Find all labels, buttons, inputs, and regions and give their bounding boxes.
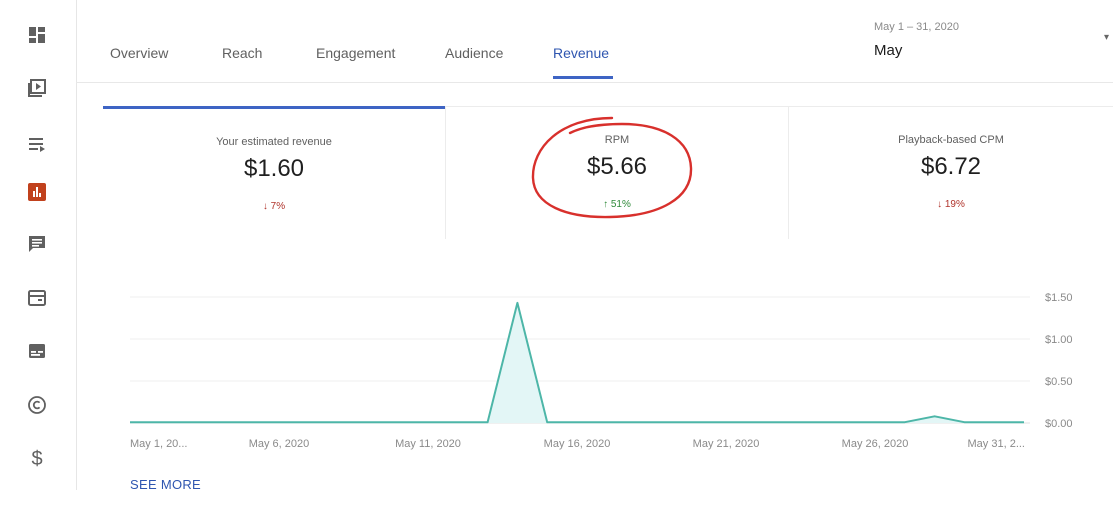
y-tick-label: $0.50 [1045, 376, 1073, 388]
card-divider [445, 107, 446, 239]
dashboard-icon[interactable] [24, 22, 50, 48]
y-tick-label: $1.50 [1045, 292, 1073, 304]
playlists-icon[interactable] [24, 131, 50, 157]
svg-text:$: $ [31, 448, 42, 470]
card-divider [788, 107, 789, 239]
subtitles-icon[interactable] [24, 285, 50, 311]
tab-audience[interactable]: Audience [445, 45, 504, 61]
x-tick-label: May 1, 20... [130, 438, 187, 450]
copyright-icon[interactable] [24, 392, 50, 418]
chevron-down-icon[interactable]: ▾ [1104, 32, 1110, 43]
arrow-down-icon: ↓ [937, 199, 943, 210]
x-tick-label: May 16, 2020 [544, 438, 611, 450]
audio-library-icon[interactable] [24, 338, 50, 364]
x-tick-label: May 11, 2020 [395, 438, 461, 450]
sidebar-divider [76, 0, 77, 490]
date-range-label: May 1 – 31, 2020 [874, 21, 960, 33]
monetization-icon[interactable]: $ [24, 446, 50, 472]
metric-delta: ↓ 19% [789, 199, 1113, 210]
date-period-select[interactable]: May [874, 42, 903, 59]
y-tick-label: $1.00 [1045, 334, 1073, 346]
series-area [130, 302, 1024, 423]
tab-overview[interactable]: Overview [110, 45, 169, 61]
x-tick-label: May 26, 2020 [842, 438, 909, 450]
comments-icon[interactable] [24, 231, 50, 257]
metric-delta-value: 19% [944, 199, 965, 210]
metric-label: Your estimated revenue [216, 136, 332, 148]
content-icon[interactable] [24, 75, 50, 101]
metric-card-revenue[interactable]: Your estimated revenue $1.60 ↓ 7% [103, 106, 445, 238]
metric-card-cpm[interactable]: Playback-based CPM $6.72 ↓ 19% [789, 107, 1113, 239]
metric-value: $1.60 [243, 155, 305, 182]
analytics-icon[interactable] [24, 179, 50, 205]
tab-revenue[interactable]: Revenue [553, 45, 610, 61]
metric-label: Playback-based CPM [898, 134, 1004, 146]
series-line[interactable] [130, 301, 1024, 424]
x-tick-label: May 31, 2... [968, 438, 1025, 450]
tab-reach[interactable]: Reach [222, 45, 263, 61]
see-more-link[interactable]: SEE MORE [130, 477, 202, 492]
x-tick-label: May 21, 2020 [693, 438, 760, 450]
x-tick-label: May 6, 2020 [249, 438, 310, 450]
metric-delta: ↓ 7% [103, 201, 445, 212]
tab-engagement[interactable]: Engagement [316, 45, 396, 61]
arrow-down-icon: ↓ [262, 201, 268, 212]
tabs-divider [76, 82, 1113, 83]
y-tick-label: $0.00 [1045, 418, 1073, 430]
metric-delta-value: 7% [270, 201, 286, 212]
active-tab-indicator [553, 76, 613, 79]
left-sidebar: $ [0, 0, 76, 517]
metric-value: $6.72 [920, 153, 982, 180]
